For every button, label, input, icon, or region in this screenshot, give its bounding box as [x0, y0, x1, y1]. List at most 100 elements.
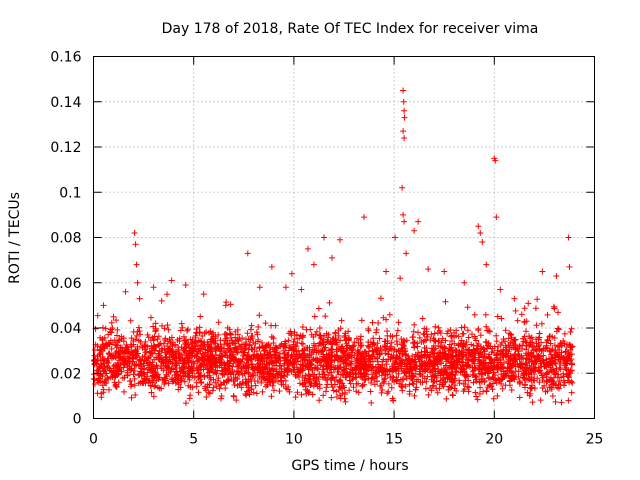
data-point: [546, 368, 553, 375]
data-point: [401, 338, 408, 345]
data-point: [490, 375, 497, 382]
data-point: [345, 337, 352, 344]
data-point: [256, 368, 263, 375]
data-point: [245, 361, 252, 368]
data-point: [216, 385, 223, 392]
data-point: [477, 384, 484, 391]
data-point: [114, 332, 121, 339]
data-point: [103, 359, 110, 366]
data-point: [108, 319, 115, 326]
data-point: [196, 329, 203, 336]
data-point: [155, 333, 162, 340]
data-point: [243, 392, 250, 399]
data-point: [558, 374, 565, 381]
data-point: [191, 360, 198, 367]
data-point: [488, 383, 495, 390]
data-point: [264, 362, 271, 369]
data-point: [131, 367, 138, 374]
data-point: [468, 331, 475, 338]
data-point: [539, 268, 546, 275]
data-point: [296, 351, 303, 358]
data-point: [258, 339, 265, 346]
data-point: [565, 370, 572, 377]
data-point: [144, 369, 151, 376]
data-point: [161, 325, 168, 332]
data-point: [195, 355, 202, 362]
data-point: [316, 340, 323, 347]
data-point: [198, 361, 205, 368]
data-point: [320, 392, 327, 399]
data-point: [291, 329, 298, 336]
data-point: [231, 381, 238, 388]
data-point: [319, 374, 326, 381]
data-point: [261, 366, 268, 373]
data-point: [461, 324, 468, 331]
data-point: [163, 353, 170, 360]
data-point: [500, 336, 507, 343]
data-point: [109, 339, 116, 346]
data-point: [312, 357, 319, 364]
data-point: [128, 394, 135, 401]
data-point: [416, 358, 423, 365]
data-point: [320, 234, 327, 241]
data-point: [429, 373, 436, 380]
data-point: [459, 330, 466, 337]
data-point: [299, 341, 306, 348]
data-point: [169, 378, 176, 385]
data-point: [217, 337, 224, 344]
data-point: [456, 377, 463, 384]
data-point: [310, 375, 317, 382]
data-point: [176, 350, 183, 357]
data-point: [440, 365, 447, 372]
data-point: [200, 351, 207, 358]
data-point: [189, 384, 196, 391]
data-point: [503, 350, 510, 357]
data-point: [538, 320, 545, 327]
data-point: [358, 342, 365, 349]
data-point: [481, 354, 488, 361]
data-point: [369, 364, 376, 371]
data-point: [115, 379, 122, 386]
data-point: [173, 368, 180, 375]
data-point: [303, 390, 310, 397]
data-point: [361, 360, 368, 367]
data-point: [429, 383, 436, 390]
data-point: [523, 339, 530, 346]
data-point: [272, 372, 279, 379]
data-point: [449, 366, 456, 373]
data-point: [477, 332, 484, 339]
data-point: [235, 343, 242, 350]
data-point: [116, 357, 123, 364]
data-point: [474, 396, 481, 403]
data-point: [491, 343, 498, 350]
data-point: [543, 379, 550, 386]
data-point: [358, 317, 365, 324]
data-point: [368, 399, 375, 406]
data-point: [150, 337, 157, 344]
data-point: [441, 268, 448, 275]
data-point: [162, 362, 169, 369]
data-point: [201, 385, 208, 392]
data-point: [383, 344, 390, 351]
data-point: [549, 333, 556, 340]
data-point: [400, 87, 407, 94]
data-point: [451, 340, 458, 347]
data-point: [435, 324, 442, 331]
data-point: [534, 353, 541, 360]
data-point: [522, 328, 529, 335]
data-point: [563, 344, 570, 351]
data-point: [253, 348, 260, 355]
data-point: [395, 319, 402, 326]
data-point: [305, 378, 312, 385]
data-point: [113, 348, 120, 355]
data-point: [121, 388, 128, 395]
data-point: [314, 365, 321, 372]
data-point: [150, 373, 157, 380]
data-point: [409, 380, 416, 387]
data-point: [462, 352, 469, 359]
data-point: [473, 393, 480, 400]
data-point: [425, 391, 432, 398]
y-tick-label: 0.1: [59, 185, 81, 201]
data-point: [533, 340, 540, 347]
data-point: [551, 334, 558, 341]
